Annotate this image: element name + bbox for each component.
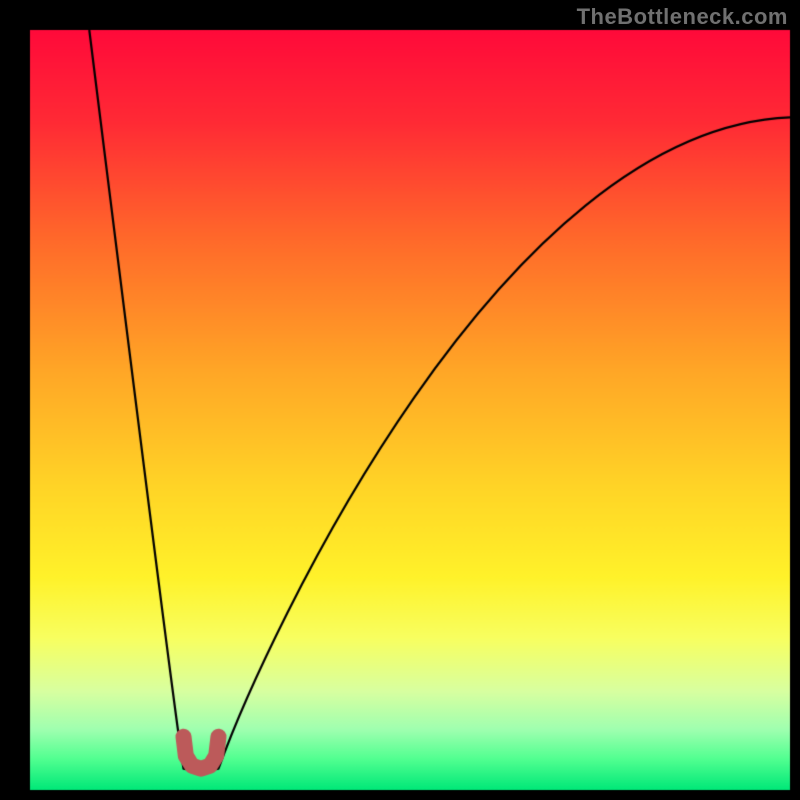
bottleneck-curve-chart xyxy=(0,0,800,800)
watermark-text: TheBottleneck.com xyxy=(577,4,788,30)
